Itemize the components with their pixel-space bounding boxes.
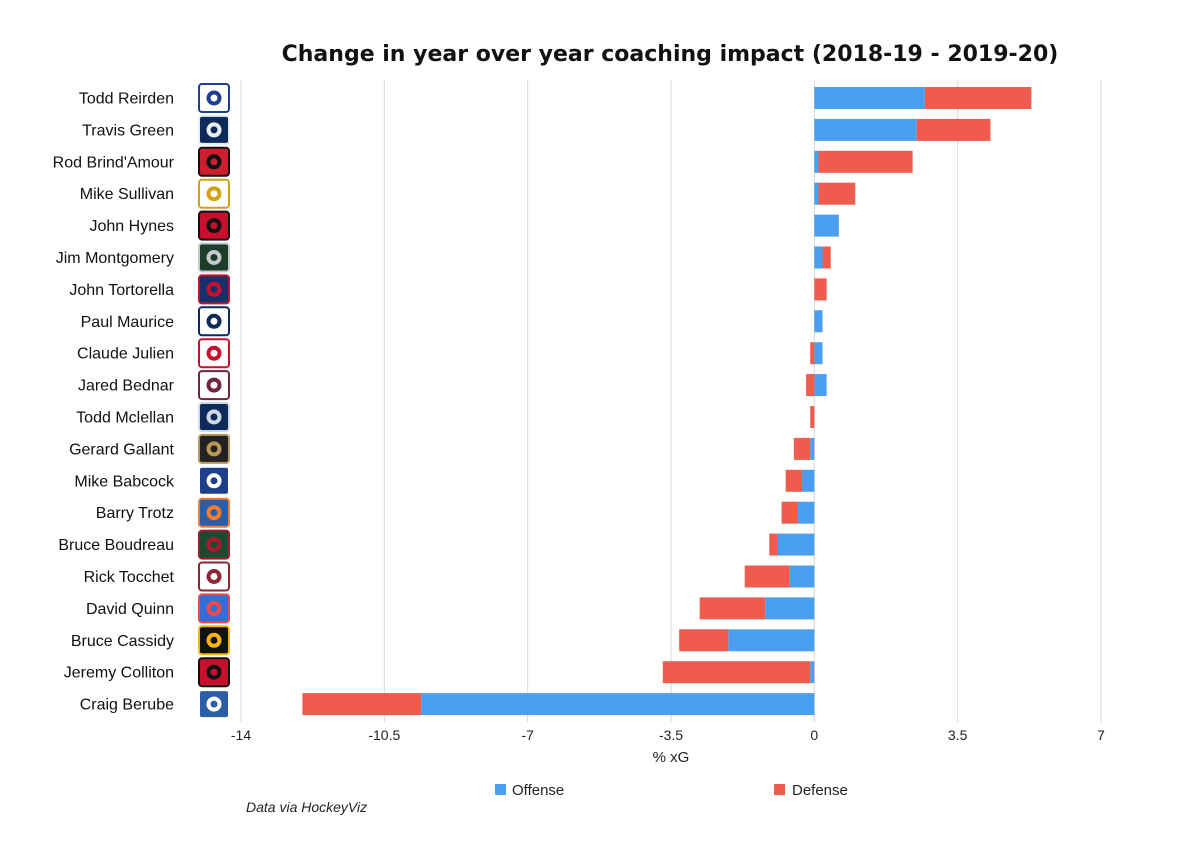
bar-offense-12 [802,469,815,492]
bar-defense-11 [793,437,811,460]
bar-offense-19 [421,693,815,716]
wild-logo-icon [198,529,230,560]
x-axis-label: % xG [653,749,690,766]
bar-offense-9 [814,374,827,397]
bar-defense-19 [302,693,422,716]
coach-label: Todd Mclellan [76,410,174,427]
coach-label: Mike Sullivan [80,186,174,203]
x-tick-label: 3.5 [948,727,968,743]
rangers-logo-icon [198,593,230,624]
x-tick-label: -7 [521,727,534,743]
blackhawks-logo-icon [198,657,230,688]
bar-defense-3 [818,182,856,205]
canadiens-logo-icon [198,338,230,369]
bar-offense-5 [814,246,823,269]
bar-offense-14 [777,533,815,556]
bar-offense-13 [797,501,815,524]
bar-defense-17 [679,629,729,652]
coach-label: Bruce Boudreau [58,537,174,554]
coach-label: Barry Trotz [96,505,174,522]
legend: Offense Defense [495,782,848,799]
bar-defense-0 [924,87,1032,109]
bar-defense-18 [662,661,811,684]
coach-label: Mike Babcock [74,473,175,490]
bar-defense-2 [818,150,913,173]
grid-lines [240,80,1102,722]
bar-offense-3 [814,182,819,205]
bar-offense-11 [810,437,815,460]
bar-defense-12 [785,469,803,492]
bar-defense-14 [769,533,778,556]
x-tick-label: -14 [231,727,251,743]
bar-offense-17 [728,629,815,652]
coach-label: Bruce Cassidy [71,633,174,650]
x-axis-ticks: -14 -10.5 -7 -3.5 0 3.5 7 [231,727,1105,743]
category-labels: Todd Reirden Travis Green Rod Brind'Amour M… [53,91,175,714]
bar-offense-8 [814,342,823,365]
blue-jackets-logo-icon [198,274,230,305]
jets-logo-icon [198,306,230,337]
hurricanes-logo-icon [198,146,230,177]
bar-defense-6 [814,278,827,301]
maple-leafs-logo-icon [198,465,230,496]
oilers-logo-icon [198,402,230,432]
bar-defense-1 [916,118,991,141]
bar-offense-1 [814,118,917,141]
coach-label: Rick Tocchet [84,569,175,586]
legend-item-offense: Offense [495,782,564,799]
bar-defense-10 [810,406,815,428]
bar-defense-9 [806,374,815,397]
bar-defense-5 [822,246,831,269]
islanders-logo-icon [198,497,230,528]
golden-knights-logo-icon [198,433,230,464]
coach-label: Todd Reirden [79,91,174,108]
x-tick-label: -3.5 [659,727,683,743]
x-tick-label: 0 [810,727,818,743]
coach-label: Jeremy Colliton [64,665,174,682]
bruins-logo-icon [198,625,230,656]
coach-label: Travis Green [82,122,174,139]
coach-label: Gerard Gallant [69,441,174,458]
coach-label: Rod Brind'Amour [53,154,175,171]
legend-item-defense: Defense [774,782,848,799]
coach-label: Jared Bednar [78,378,175,395]
canucks-logo-icon [198,114,230,145]
bar-offense-15 [789,565,815,588]
blues-logo-icon [198,689,230,720]
bar-offense-4 [814,214,839,237]
legend-swatch-defense [774,784,785,795]
avalanche-logo-icon [198,370,230,401]
capitals-logo-icon [198,83,230,113]
bar-offense-2 [814,150,819,173]
stars-logo-icon [198,242,230,273]
x-tick-label: -10.5 [368,727,400,743]
devils-logo-icon [198,210,230,241]
bar-defense-15 [744,565,790,588]
coach-label: Craig Berube [80,697,174,714]
coach-label: David Quinn [86,601,174,618]
bar-offense-7 [814,310,823,333]
coach-label: John Hynes [90,218,175,235]
bar-defense-8 [810,342,815,365]
x-tick-label: 7 [1097,727,1105,743]
coach-label: Paul Maurice [81,314,174,331]
bar-offense-0 [814,87,925,109]
coach-label: John Tortorella [69,282,174,299]
source-note: Data via HockeyViz [246,799,367,815]
coach-label: Claude Julien [77,346,174,363]
chart-title: Change in year over year coaching impact… [282,42,1059,67]
legend-label-defense: Defense [792,782,848,799]
bar-offense-18 [810,661,815,684]
coach-label: Jim Montgomery [56,250,174,267]
bar-defense-13 [781,501,798,524]
legend-swatch-offense [495,784,506,795]
bar-series [302,87,1032,716]
bar-offense-16 [765,597,815,620]
legend-label-offense: Offense [512,782,564,799]
bar-defense-16 [699,597,766,620]
coyotes-logo-icon [198,561,230,592]
team-logos [198,83,230,720]
penguins-logo-icon [198,178,230,209]
